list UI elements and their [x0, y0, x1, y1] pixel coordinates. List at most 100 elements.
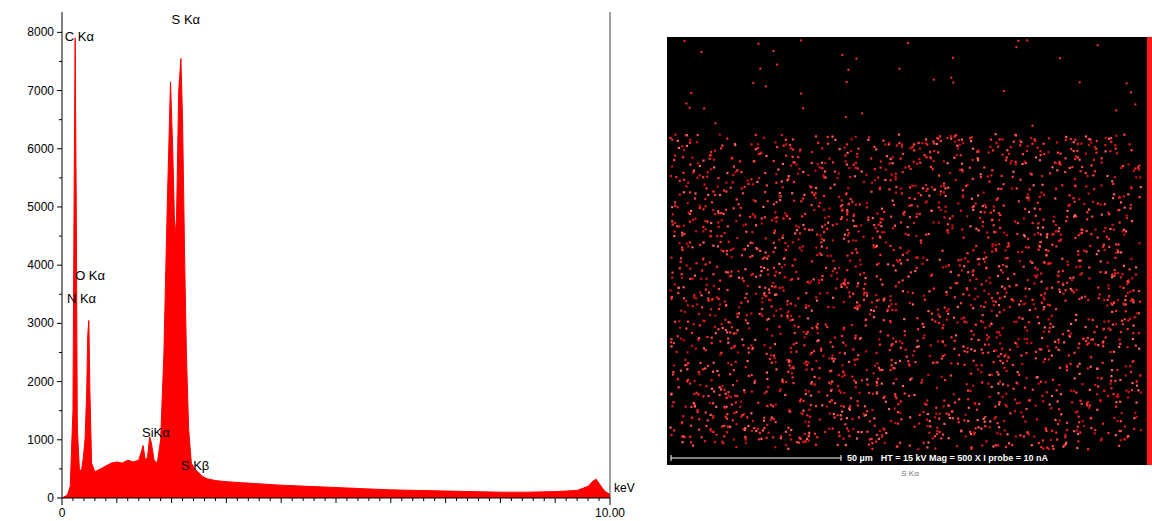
- x-minor-tick: [478, 498, 479, 501]
- x-minor-tick: [94, 498, 95, 501]
- y-tick: [57, 206, 62, 207]
- y-axis-line: [62, 12, 63, 498]
- x-minor-tick: [149, 498, 150, 501]
- peak-label: N Kα: [67, 291, 97, 306]
- x-minor-tick: [182, 498, 183, 501]
- x-minor-tick: [423, 498, 424, 501]
- x-minor-tick: [511, 498, 512, 501]
- x-minor-tick: [292, 498, 293, 501]
- x-minor-tick: [390, 498, 391, 503]
- x-minor-tick: [138, 498, 139, 501]
- x-minor-tick: [577, 498, 578, 501]
- x-minor-tick: [522, 498, 523, 501]
- right-frame-line: [610, 12, 611, 498]
- x-minor-tick: [83, 498, 84, 501]
- x-minor-tick: [204, 498, 205, 501]
- spectrum-area: [62, 38, 610, 498]
- y-minor-tick: [59, 61, 62, 62]
- x-minor-tick: [555, 498, 556, 503]
- x-axis-title: keV: [614, 481, 635, 495]
- y-tick: [57, 439, 62, 440]
- y-tick-label: 7000: [27, 84, 54, 98]
- x-minor-tick: [127, 498, 128, 501]
- x-minor-tick: [588, 498, 589, 501]
- x-minor-tick: [193, 498, 194, 501]
- x-minor-tick: [325, 498, 326, 501]
- x-minor-tick: [314, 498, 315, 501]
- x-tick-label: 10.00: [595, 506, 625, 520]
- x-minor-tick: [445, 498, 446, 503]
- x-minor-tick: [105, 498, 106, 501]
- x-minor-tick: [500, 498, 501, 503]
- x-minor-tick: [248, 498, 249, 501]
- y-tick: [57, 498, 62, 499]
- peak-label: O Kα: [75, 268, 105, 283]
- peak-label: S Kβ: [181, 458, 209, 473]
- map-background: [667, 37, 1152, 465]
- page: 0 1000 2000 3000 4000 5000 6000 7000 8000 0 10.00 k…: [0, 0, 1152, 521]
- x-minor-tick: [544, 498, 545, 501]
- y-tick: [57, 381, 62, 382]
- y-tick: [57, 265, 62, 266]
- x-minor-tick: [533, 498, 534, 501]
- x-minor-tick: [368, 498, 369, 501]
- x-minor-tick: [346, 498, 347, 501]
- x-minor-tick: [357, 498, 358, 501]
- y-tick: [57, 323, 62, 324]
- x-minor-tick: [116, 498, 117, 503]
- x-minor-tick: [160, 498, 161, 501]
- x-tick: [610, 498, 611, 505]
- map-dots: [669, 39, 1142, 450]
- peak-label: S Kα: [172, 12, 201, 27]
- x-tick: [62, 498, 63, 505]
- x-minor-tick: [336, 498, 337, 503]
- x-minor-tick: [270, 498, 271, 501]
- y-minor-tick: [59, 410, 62, 411]
- x-minor-tick: [434, 498, 435, 501]
- scale-bar: [671, 458, 841, 459]
- y-tick-label: 6000: [27, 142, 54, 156]
- y-tick-label: 5000: [27, 200, 54, 214]
- x-minor-tick: [566, 498, 567, 501]
- x-minor-tick: [401, 498, 402, 501]
- x-minor-tick: [456, 498, 457, 501]
- peak-label: SiKα: [142, 425, 170, 440]
- element-map: 50 µm HT = 15 kV Mag = 500 X I probe = 10…: [667, 37, 1152, 465]
- y-minor-tick: [59, 352, 62, 353]
- x-minor-tick: [281, 498, 282, 503]
- y-minor-tick: [59, 177, 62, 178]
- y-tick-label: 1000: [27, 433, 54, 447]
- y-minor-tick: [59, 119, 62, 120]
- y-minor-tick: [59, 236, 62, 237]
- map-color-strip: [1147, 37, 1152, 465]
- y-tick-label: 2000: [27, 375, 54, 389]
- x-minor-tick: [171, 498, 172, 503]
- x-minor-tick: [226, 498, 227, 503]
- scale-bar-label: 50 µm: [847, 453, 873, 463]
- y-tick-label: 8000: [27, 25, 54, 39]
- scale-bar-end: [841, 455, 842, 461]
- x-tick-label: 0: [59, 506, 66, 520]
- x-minor-tick: [72, 498, 73, 501]
- map-caption: S Kα: [901, 469, 919, 478]
- y-minor-tick: [59, 294, 62, 295]
- x-minor-tick: [379, 498, 380, 501]
- x-minor-tick: [237, 498, 238, 501]
- acquisition-info: HT = 15 kV Mag = 500 X I probe = 10 nA: [881, 453, 1049, 463]
- x-minor-tick: [599, 498, 600, 501]
- x-minor-tick: [467, 498, 468, 501]
- y-tick-label: 3000: [27, 316, 54, 330]
- y-tick: [57, 32, 62, 33]
- scale-bar-end: [671, 455, 672, 461]
- y-tick-label: 0: [47, 491, 54, 505]
- x-minor-tick: [259, 498, 260, 501]
- x-minor-tick: [215, 498, 216, 501]
- x-minor-tick: [489, 498, 490, 501]
- y-tick-label: 4000: [27, 258, 54, 272]
- y-tick: [57, 148, 62, 149]
- peak-label: C Kα: [65, 29, 95, 44]
- plot-area: [62, 38, 610, 498]
- x-minor-tick: [303, 498, 304, 501]
- x-minor-tick: [412, 498, 413, 501]
- y-minor-tick: [59, 468, 62, 469]
